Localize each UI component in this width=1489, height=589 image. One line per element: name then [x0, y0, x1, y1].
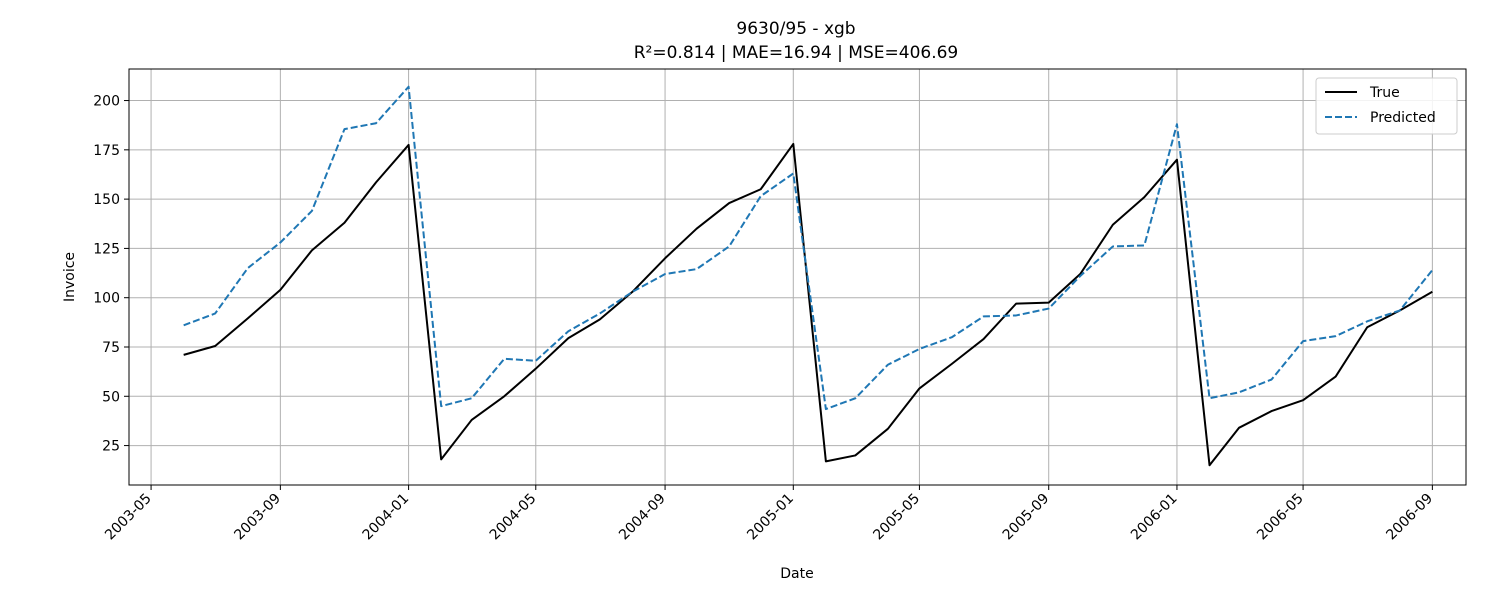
- x-tick-label: 2006-01: [1128, 491, 1181, 544]
- series-layer: [183, 85, 1434, 467]
- y-tick-label: 175: [93, 143, 120, 159]
- x-grid: [150, 69, 1433, 485]
- y-tick-label: 100: [93, 291, 120, 307]
- legend-label-predicted: Predicted: [1370, 110, 1436, 126]
- legend: True Predicted: [1315, 77, 1458, 135]
- x-tick-label: 2004-05: [487, 491, 540, 544]
- x-ticks: 2003-05 2003-09 2004-01 2004-05 2004-09 2005-…: [102, 485, 1436, 543]
- x-tick-label: 2005-05: [870, 491, 923, 544]
- x-tick-label: 2004-01: [360, 491, 413, 544]
- plot-frame: [128, 68, 1467, 486]
- chart-subtitle: R²=0.814 | MAE=16.94 | MSE=406.69: [634, 43, 959, 63]
- y-axis-label: Invoice: [62, 252, 78, 302]
- x-tick-label: 2006-05: [1254, 491, 1307, 544]
- y-tick-label: 25: [102, 439, 120, 455]
- legend-label-true: True: [1369, 85, 1400, 101]
- x-tick-label: 2004-09: [616, 491, 669, 544]
- y-tick-label: 50: [102, 389, 120, 405]
- y-tick-label: 75: [102, 340, 120, 356]
- series-line-predicted: [183, 85, 1434, 411]
- x-axis-label: Date: [780, 566, 813, 582]
- x-tick-label: 2005-09: [1000, 491, 1053, 544]
- y-ticks: 25 50 75 100 125 150 175 200: [93, 94, 129, 455]
- series-line-true: [183, 142, 1433, 467]
- y-tick-label: 125: [93, 241, 120, 257]
- x-tick-label: 2003-05: [102, 491, 155, 544]
- x-tick-label: 2006-09: [1383, 491, 1436, 544]
- chart-title: 9630/95 - xgb: [736, 19, 855, 39]
- x-tick-label: 2003-09: [231, 491, 284, 544]
- y-grid: [129, 100, 1466, 447]
- y-tick-label: 200: [93, 94, 120, 110]
- x-tick-label: 2005-01: [744, 491, 797, 544]
- y-tick-label: 150: [93, 192, 120, 208]
